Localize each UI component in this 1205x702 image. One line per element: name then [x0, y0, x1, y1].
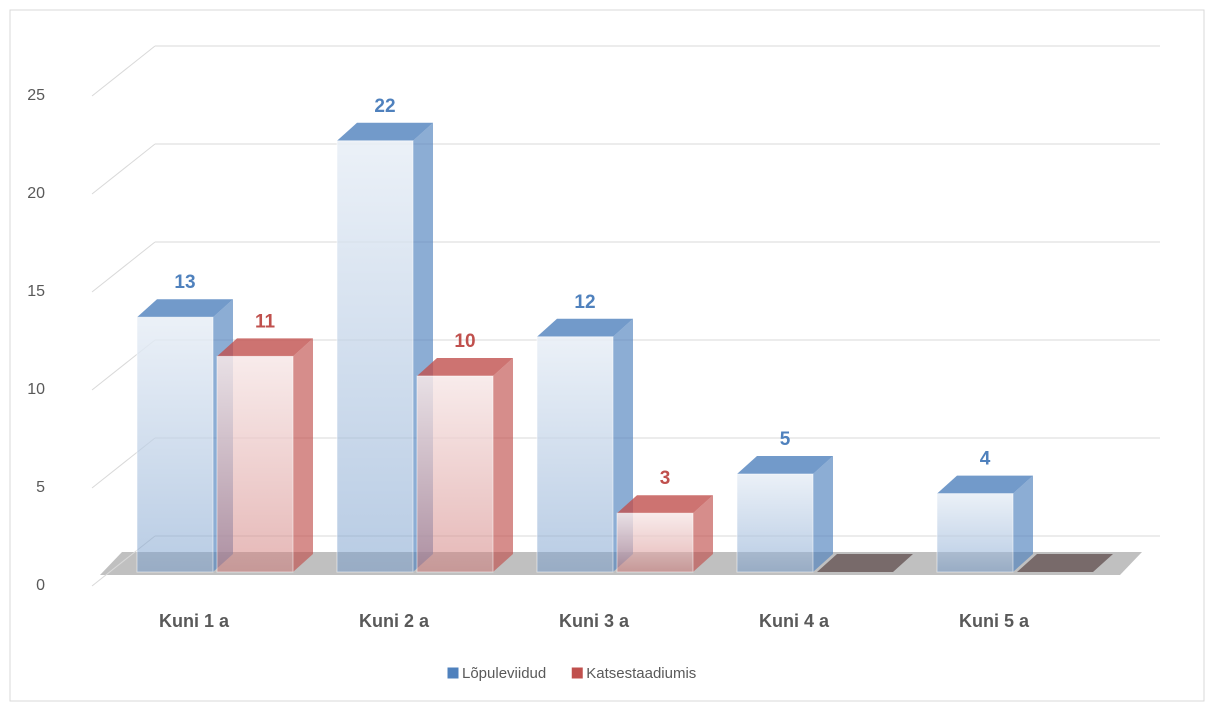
bar-top	[537, 318, 633, 337]
x-tick-label: Kuni 2 a	[359, 611, 430, 631]
bar	[416, 375, 494, 573]
bar-top	[737, 456, 833, 474]
grid-line-side	[91, 45, 156, 97]
grid-line-side	[91, 143, 156, 195]
bar	[216, 355, 294, 573]
bar-top	[937, 475, 1033, 494]
data-label: 13	[174, 272, 195, 293]
bar	[536, 336, 614, 573]
data-label: 22	[374, 96, 395, 117]
data-label: 5	[780, 429, 791, 450]
y-tick-label: 20	[27, 185, 45, 202]
grid-line-side	[91, 241, 156, 293]
bar-side	[813, 456, 833, 572]
data-label: 10	[454, 331, 475, 352]
data-label: 3	[660, 468, 671, 489]
bar	[336, 140, 414, 573]
x-tick-label: Kuni 3 a	[559, 611, 630, 631]
bar-top	[417, 358, 513, 376]
bar	[616, 512, 694, 573]
bar	[936, 493, 1014, 573]
data-label: 4	[980, 449, 991, 470]
y-tick-label: 10	[27, 381, 45, 398]
bar-side	[493, 358, 513, 572]
bar	[817, 554, 913, 572]
bar-top	[617, 495, 713, 514]
y-tick-label: 15	[27, 283, 45, 300]
bar-top	[217, 338, 313, 357]
bar-side	[693, 495, 713, 572]
bar	[1017, 554, 1113, 572]
chart-border	[9, 9, 1205, 702]
bar	[136, 316, 214, 573]
y-tick-label: 25	[27, 87, 45, 104]
legend-swatch	[570, 666, 584, 680]
y-tick-label: 5	[36, 479, 45, 496]
bar-top	[337, 122, 433, 141]
bar-side	[1013, 475, 1033, 572]
bar-side	[293, 338, 313, 572]
legend-label: Katsestaadiumis	[586, 665, 696, 682]
x-tick-label: Kuni 5 a	[959, 611, 1030, 631]
x-tick-label: Kuni 4 a	[759, 611, 830, 631]
bar	[736, 473, 814, 573]
x-tick-label: Kuni 1 a	[159, 611, 230, 631]
y-tick-label: 0	[36, 577, 45, 594]
legend-label: Lõpuleviidud	[462, 665, 546, 682]
data-label: 11	[255, 311, 276, 332]
bar-top	[137, 299, 233, 318]
data-label: 12	[574, 292, 595, 313]
legend-swatch	[446, 666, 460, 680]
